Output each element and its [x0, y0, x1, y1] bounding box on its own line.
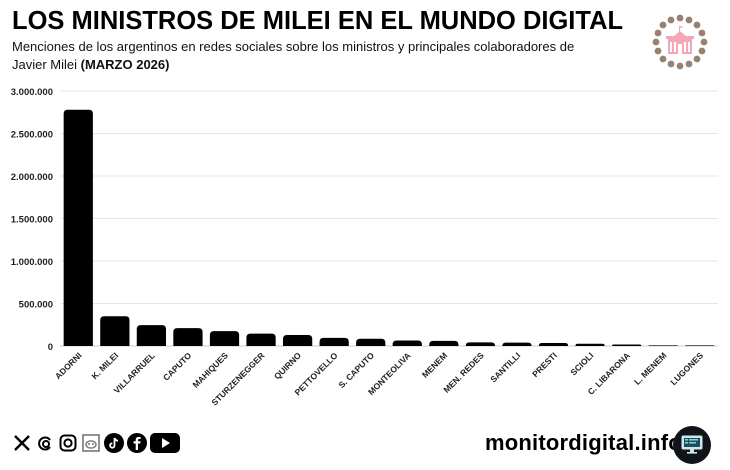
bar-sturzenegger — [246, 333, 276, 346]
monitor-icon — [673, 426, 711, 464]
bar-villarruel — [136, 325, 167, 346]
bar-presti — [538, 343, 569, 346]
bar-menem — [429, 340, 459, 346]
bar-men-redes — [465, 342, 496, 346]
x-tick-label: MENEM — [420, 350, 449, 379]
subtitle-period: (MARZO 2026) — [80, 57, 170, 72]
bar-lugones — [685, 345, 715, 346]
y-tick-label: 1.500.000 — [11, 215, 53, 226]
reddit-icon[interactable] — [81, 433, 101, 453]
x-tick-label: LUGONES — [668, 350, 705, 387]
bar-k-milei — [100, 316, 130, 346]
chart-subtitle: Menciones de los argentinos en redes soc… — [12, 38, 612, 74]
y-tick-label: 3.000.000 — [11, 87, 53, 98]
brand-name[interactable]: monitordigital.info — [485, 430, 682, 455]
bar-adorni — [63, 109, 93, 346]
x-tick-label: L. MENEM — [632, 350, 668, 386]
bar-santilli — [502, 342, 532, 346]
bar-quirno — [282, 334, 313, 346]
x-tick-label: ADORNI — [53, 350, 84, 381]
x-tick-label: MAHIQUES — [190, 350, 230, 390]
x-tick-label: SCIOLI — [568, 350, 595, 377]
tiktok-icon[interactable] — [104, 433, 124, 453]
bar-mahiques — [209, 331, 240, 346]
bar-pettovello — [319, 337, 349, 346]
bar-l-menem — [648, 345, 678, 346]
bar-c-libarona — [611, 344, 642, 346]
threads-icon[interactable] — [35, 433, 55, 453]
subtitle-text: Menciones de los argentinos en redes soc… — [12, 39, 575, 72]
y-tick-label: 0 — [48, 342, 53, 353]
chart-title: LOS MINISTROS DE MILEI EN EL MUNDO DIGIT… — [12, 7, 624, 35]
y-tick-label: 500.000 — [19, 300, 53, 311]
y-tick-label: 2.000.000 — [11, 172, 53, 183]
x-tick-label: K. MILEI — [89, 350, 120, 381]
x-tick-label: S. CAPUTO — [336, 350, 376, 390]
x-tick-label: QUIRNO — [272, 350, 303, 381]
x-icon[interactable] — [12, 433, 32, 453]
x-tick-label: PRESTI — [530, 350, 559, 379]
x-tick-label: SANTILLI — [488, 350, 522, 384]
y-tick-label: 2.500.000 — [11, 130, 53, 141]
bar-caputo — [173, 328, 203, 346]
youtube-icon[interactable] — [150, 433, 180, 453]
social-icons — [12, 433, 180, 453]
x-tick-label: CAPUTO — [161, 350, 194, 383]
casa-rosada-faces-icon — [652, 14, 708, 70]
bar-monteoliva — [392, 340, 422, 346]
bar-s-caputo — [356, 338, 386, 346]
facebook-icon[interactable] — [127, 433, 147, 453]
instagram-icon[interactable] — [58, 433, 78, 453]
bar-chart: 0 500.000 1.000.000 1.500.000 2.000.000 2.500… — [11, 87, 718, 408]
bar-scioli — [575, 343, 605, 346]
y-tick-label: 1.000.000 — [11, 257, 53, 268]
